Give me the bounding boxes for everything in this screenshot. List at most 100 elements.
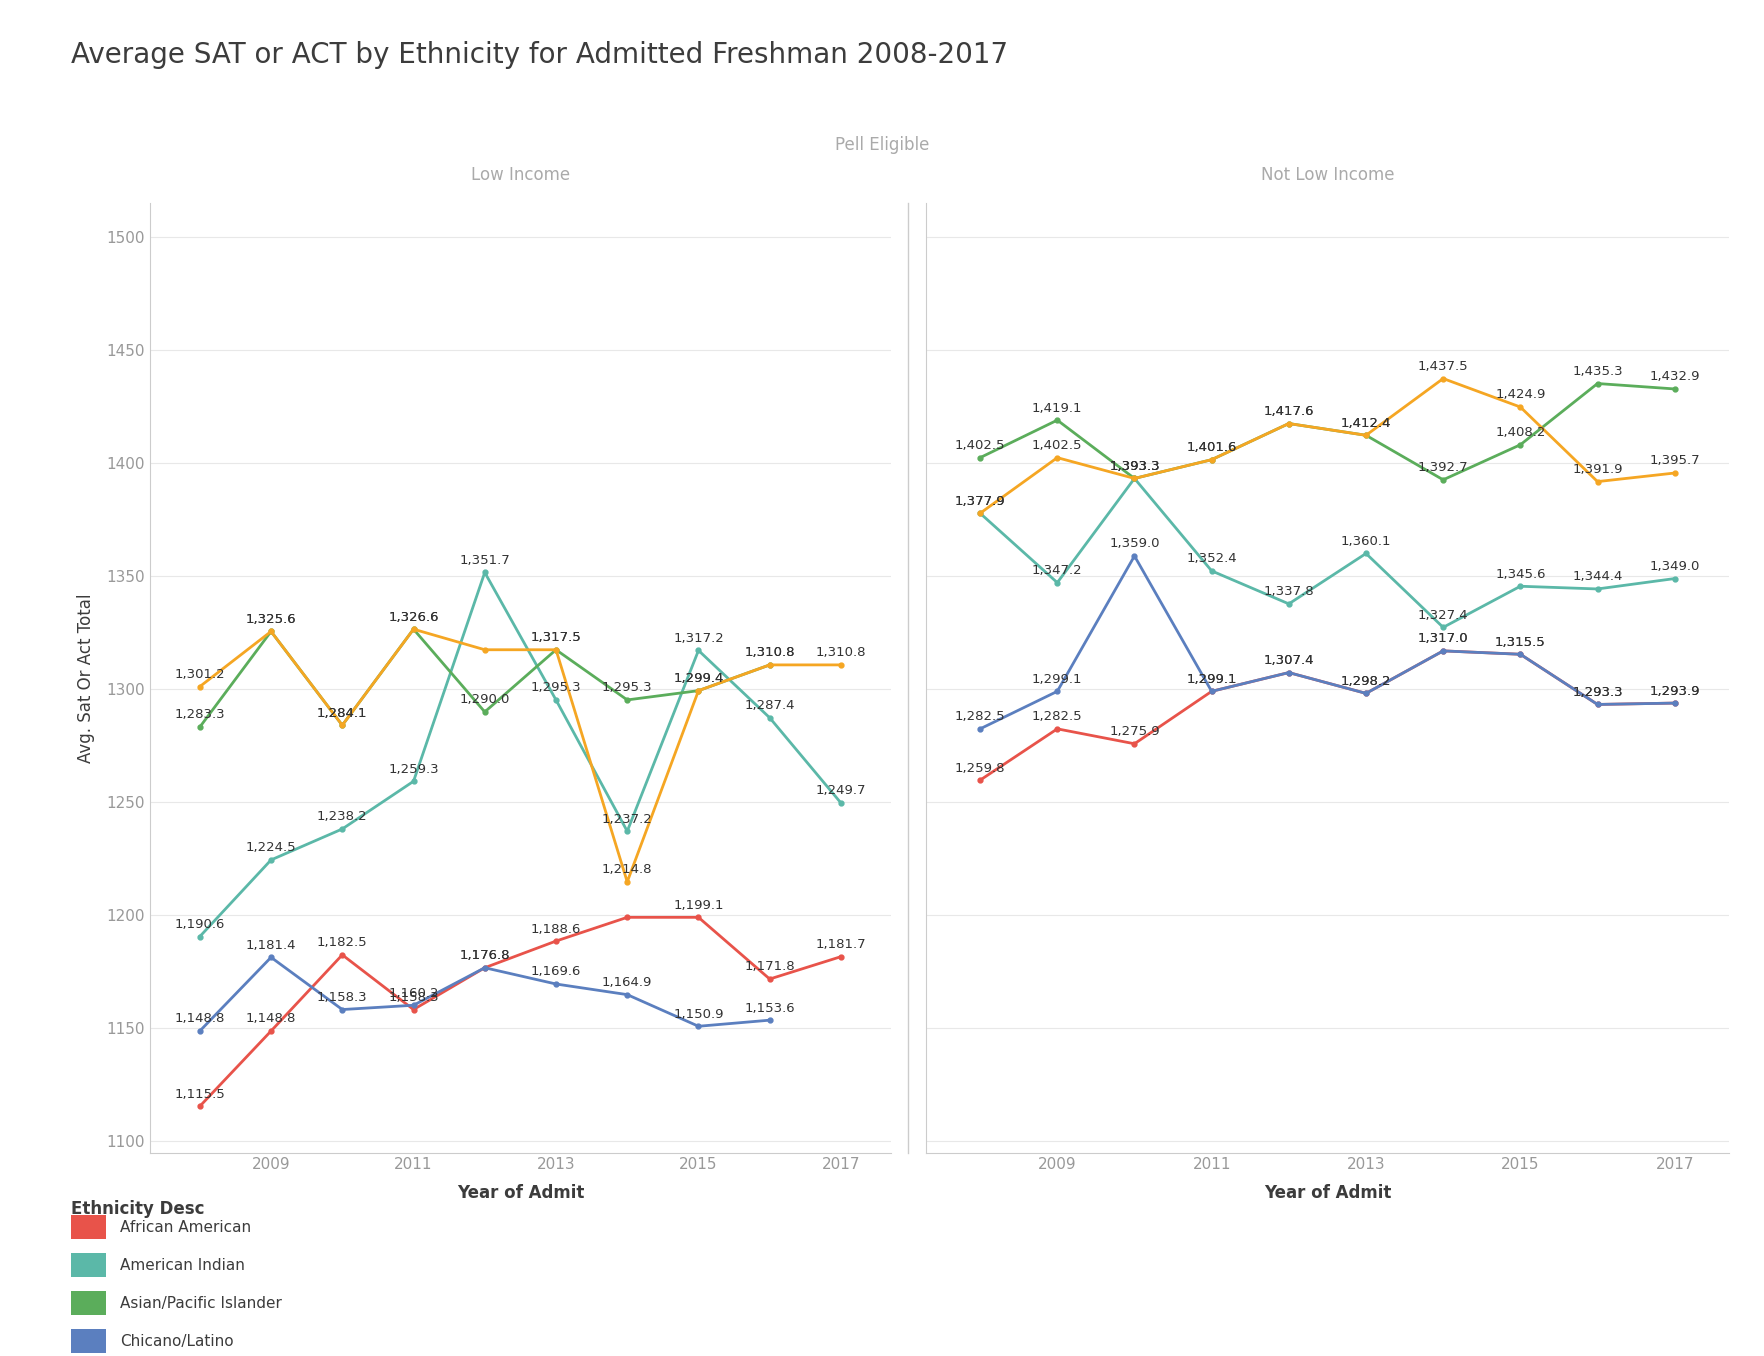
Text: 1,315.5: 1,315.5 bbox=[1494, 636, 1545, 648]
Text: American Indian: American Indian bbox=[120, 1257, 245, 1273]
Text: 1,160.2: 1,160.2 bbox=[388, 987, 439, 999]
Text: 1,326.6: 1,326.6 bbox=[388, 610, 439, 624]
Text: 1,158.3: 1,158.3 bbox=[388, 991, 439, 1003]
Text: 1,424.9: 1,424.9 bbox=[1496, 388, 1545, 401]
Text: 1,360.1: 1,360.1 bbox=[1341, 534, 1392, 548]
Text: 1,299.1: 1,299.1 bbox=[1187, 673, 1237, 686]
Text: Not Low Income: Not Low Income bbox=[1261, 167, 1394, 184]
Text: 1,293.9: 1,293.9 bbox=[1649, 685, 1700, 697]
Text: Average SAT or ACT by Ethnicity for Admitted Freshman 2008-2017: Average SAT or ACT by Ethnicity for Admi… bbox=[71, 41, 1007, 69]
Text: 1,393.3: 1,393.3 bbox=[1110, 460, 1159, 473]
Text: 1,325.6: 1,325.6 bbox=[245, 613, 296, 626]
Text: 1,417.6: 1,417.6 bbox=[1263, 405, 1314, 418]
Text: 1,325.6: 1,325.6 bbox=[245, 613, 296, 626]
Text: 1,402.5: 1,402.5 bbox=[1032, 439, 1083, 452]
Text: 1,392.7: 1,392.7 bbox=[1418, 461, 1468, 475]
Text: Asian/Pacific Islander: Asian/Pacific Islander bbox=[120, 1295, 282, 1311]
X-axis label: Year of Admit: Year of Admit bbox=[457, 1184, 584, 1201]
Text: 1,377.9: 1,377.9 bbox=[954, 495, 1005, 507]
Text: 1,337.8: 1,337.8 bbox=[1263, 586, 1314, 598]
Text: 1,393.3: 1,393.3 bbox=[1110, 460, 1159, 473]
Text: 1,412.4: 1,412.4 bbox=[1341, 416, 1392, 430]
Text: 1,317.0: 1,317.0 bbox=[1418, 632, 1468, 645]
Text: 1,290.0: 1,290.0 bbox=[460, 693, 510, 706]
Text: 1,115.5: 1,115.5 bbox=[175, 1088, 226, 1101]
Text: 1,391.9: 1,391.9 bbox=[1572, 462, 1623, 476]
Text: 1,310.8: 1,310.8 bbox=[815, 647, 866, 659]
Text: 1,181.4: 1,181.4 bbox=[245, 938, 296, 952]
Text: 1,432.9: 1,432.9 bbox=[1649, 370, 1700, 384]
Text: 1,437.5: 1,437.5 bbox=[1418, 359, 1468, 373]
Text: 1,282.5: 1,282.5 bbox=[954, 711, 1005, 723]
Text: 1,182.5: 1,182.5 bbox=[318, 936, 367, 949]
Text: 1,259.8: 1,259.8 bbox=[954, 762, 1005, 774]
Text: 1,171.8: 1,171.8 bbox=[744, 960, 796, 974]
Text: 1,307.4: 1,307.4 bbox=[1263, 654, 1314, 667]
Text: 1,298.2: 1,298.2 bbox=[1341, 675, 1392, 687]
Text: 1,259.3: 1,259.3 bbox=[388, 762, 439, 776]
Text: 1,393.3: 1,393.3 bbox=[1110, 460, 1159, 473]
Text: 1,307.4: 1,307.4 bbox=[1263, 654, 1314, 667]
Text: 1,352.4: 1,352.4 bbox=[1187, 552, 1237, 565]
Text: 1,315.5: 1,315.5 bbox=[1494, 636, 1545, 648]
Text: 1,395.7: 1,395.7 bbox=[1649, 454, 1700, 468]
Text: 1,402.5: 1,402.5 bbox=[954, 439, 1005, 452]
Text: 1,317.5: 1,317.5 bbox=[531, 631, 582, 644]
Text: 1,238.2: 1,238.2 bbox=[318, 811, 367, 823]
Text: 1,199.1: 1,199.1 bbox=[674, 899, 723, 911]
Text: 1,359.0: 1,359.0 bbox=[1110, 537, 1159, 551]
Text: 1,435.3: 1,435.3 bbox=[1572, 365, 1623, 378]
Text: 1,299.1: 1,299.1 bbox=[1032, 673, 1083, 686]
Text: 1,351.7: 1,351.7 bbox=[459, 553, 510, 567]
Text: 1,214.8: 1,214.8 bbox=[602, 864, 653, 876]
Text: 1,169.6: 1,169.6 bbox=[531, 965, 580, 979]
Text: 1,284.1: 1,284.1 bbox=[318, 706, 367, 720]
Text: 1,295.3: 1,295.3 bbox=[602, 681, 653, 694]
Text: 1,299.4: 1,299.4 bbox=[674, 673, 723, 685]
Text: 1,301.2: 1,301.2 bbox=[175, 669, 226, 681]
Text: 1,317.0: 1,317.0 bbox=[1418, 632, 1468, 645]
X-axis label: Year of Admit: Year of Admit bbox=[1263, 1184, 1392, 1201]
Text: Chicano/Latino: Chicano/Latino bbox=[120, 1333, 233, 1349]
Text: 1,148.8: 1,148.8 bbox=[175, 1013, 226, 1025]
Text: 1,299.1: 1,299.1 bbox=[1187, 673, 1237, 686]
Text: 1,349.0: 1,349.0 bbox=[1649, 560, 1700, 574]
Text: 1,298.2: 1,298.2 bbox=[1341, 675, 1392, 687]
Y-axis label: Avg. Sat Or Act Total: Avg. Sat Or Act Total bbox=[78, 594, 95, 762]
Text: 1,283.3: 1,283.3 bbox=[175, 708, 226, 721]
Text: 1,417.6: 1,417.6 bbox=[1263, 405, 1314, 418]
Text: 1,412.4: 1,412.4 bbox=[1341, 416, 1392, 430]
Text: 1,190.6: 1,190.6 bbox=[175, 918, 226, 932]
Text: 1,181.7: 1,181.7 bbox=[815, 938, 866, 951]
Text: African American: African American bbox=[120, 1219, 250, 1235]
Text: 1,326.6: 1,326.6 bbox=[388, 610, 439, 624]
Text: 1,310.8: 1,310.8 bbox=[744, 647, 796, 659]
Text: 1,275.9: 1,275.9 bbox=[1110, 725, 1159, 738]
Text: 1,293.3: 1,293.3 bbox=[1572, 686, 1623, 698]
Text: 1,249.7: 1,249.7 bbox=[815, 784, 866, 797]
Text: 1,327.4: 1,327.4 bbox=[1418, 609, 1468, 622]
Text: 1,282.5: 1,282.5 bbox=[1032, 711, 1083, 723]
Text: 1,344.4: 1,344.4 bbox=[1572, 571, 1623, 583]
Text: 1,295.3: 1,295.3 bbox=[531, 681, 582, 694]
Text: 1,299.4: 1,299.4 bbox=[674, 673, 723, 685]
Text: Low Income: Low Income bbox=[471, 167, 570, 184]
Text: 1,310.8: 1,310.8 bbox=[744, 647, 796, 659]
Text: 1,158.3: 1,158.3 bbox=[318, 991, 367, 1003]
Text: 1,419.1: 1,419.1 bbox=[1032, 401, 1083, 415]
Text: 1,317.5: 1,317.5 bbox=[531, 631, 582, 644]
Text: 1,188.6: 1,188.6 bbox=[531, 922, 580, 936]
Text: 1,401.6: 1,401.6 bbox=[1187, 441, 1237, 454]
Text: 1,293.9: 1,293.9 bbox=[1649, 685, 1700, 697]
Text: 1,148.8: 1,148.8 bbox=[245, 1013, 296, 1025]
Text: 1,164.9: 1,164.9 bbox=[602, 976, 653, 989]
Text: 1,153.6: 1,153.6 bbox=[744, 1002, 796, 1014]
Text: 1,150.9: 1,150.9 bbox=[674, 1008, 723, 1021]
Text: Ethnicity Desc: Ethnicity Desc bbox=[71, 1200, 205, 1218]
Text: 1,287.4: 1,287.4 bbox=[744, 700, 796, 712]
Text: 1,401.6: 1,401.6 bbox=[1187, 441, 1237, 454]
Text: 1,224.5: 1,224.5 bbox=[245, 841, 296, 854]
Text: 1,237.2: 1,237.2 bbox=[602, 812, 653, 826]
Text: 1,347.2: 1,347.2 bbox=[1032, 564, 1083, 578]
Text: 1,317.2: 1,317.2 bbox=[674, 632, 723, 645]
